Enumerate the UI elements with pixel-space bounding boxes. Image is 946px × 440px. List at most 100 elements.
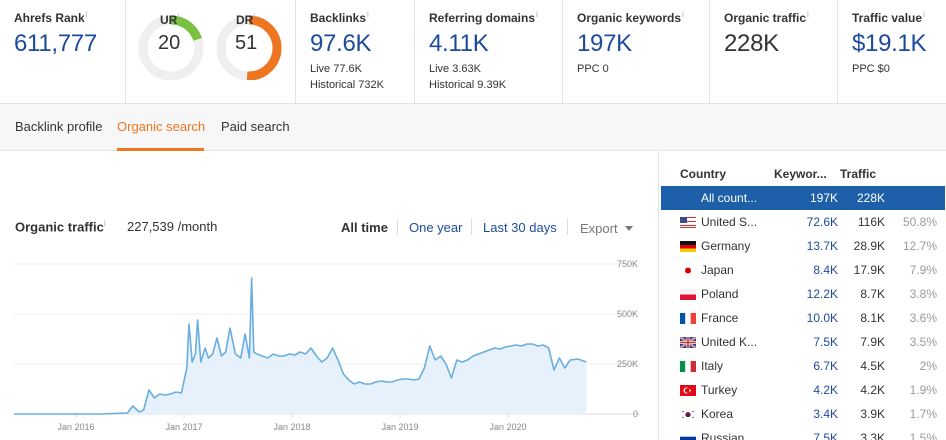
metric-label: Traffic value <box>852 11 923 25</box>
traffic-value-ppc: PPC $0 <box>852 63 890 75</box>
country-table: Country Keywor... Traffic All count... 19… <box>658 151 946 440</box>
header-keywords[interactable]: Keywor... <box>774 167 827 181</box>
country-name: Germany <box>701 239 751 253</box>
it-flag-icon <box>680 361 696 372</box>
metric-value[interactable]: 197K <box>577 30 632 57</box>
ur-gauge[interactable]: URi 20 <box>136 10 206 85</box>
metric-label: Backlinks <box>310 11 367 25</box>
x-tick-label: Jan 2019 <box>381 422 418 432</box>
range-divider <box>471 219 472 235</box>
country-row[interactable]: Russian 7.5K 3.3K 1.5% <box>661 426 945 440</box>
traffic-line[interactable] <box>14 277 587 415</box>
x-tick-label: Jan 2018 <box>273 422 310 432</box>
country-keywords: 197K <box>809 191 838 205</box>
ur-ring-chart <box>138 15 204 81</box>
country-traffic-share: 3.5% <box>909 335 937 349</box>
info-icon[interactable]: i <box>536 10 538 19</box>
info-icon[interactable]: i <box>682 10 684 19</box>
range-last-30-days[interactable]: Last 30 days <box>483 220 557 235</box>
country-row-selected[interactable]: All count... 197K 228K <box>661 186 945 210</box>
country-traffic: 4.5K <box>860 359 885 373</box>
country-traffic: 116K <box>857 215 885 229</box>
chevron-down-icon[interactable] <box>625 226 633 231</box>
metric-value[interactable]: 4.11K <box>429 30 489 57</box>
dr-ring-chart <box>216 15 282 81</box>
country-row[interactable]: Germany 13.7K 28.9K 12.7% <box>661 234 945 258</box>
country-row[interactable]: Turkey 4.2K 4.2K 1.9% <box>661 378 945 402</box>
header-traffic[interactable]: Traffic <box>840 167 877 181</box>
country-name: United S... <box>701 215 758 229</box>
country-row[interactable]: Poland 12.2K 8.7K 3.8% <box>661 282 945 306</box>
country-row[interactable]: Italy 6.7K 4.5K 2% <box>661 354 945 378</box>
metric-value: 228K <box>724 30 779 57</box>
country-keywords: 7.5K <box>813 335 838 349</box>
panel-title: Organic traffic <box>15 219 104 235</box>
active-tab-indicator <box>117 148 204 151</box>
country-traffic-share: 2% <box>919 359 937 373</box>
country-keywords: 12.2K <box>806 287 838 301</box>
info-icon[interactable]: i <box>177 12 180 21</box>
tab-backlink-profile[interactable]: Backlink profile <box>15 119 103 134</box>
country-name: France <box>701 311 739 325</box>
ur-value: 20 <box>158 32 181 54</box>
country-name: Italy <box>701 359 724 373</box>
tab-organic-search[interactable]: Organic search <box>117 119 206 134</box>
dr-gauge[interactable]: DRi 51 <box>214 10 284 85</box>
us-flag-icon <box>680 217 696 228</box>
country-row[interactable]: Japan 8.4K 17.9K 7.9% <box>661 258 945 282</box>
metric-value: 611,777 <box>14 30 97 57</box>
range-all-time[interactable]: All time <box>341 220 388 235</box>
country-traffic-share: 3.6% <box>909 311 937 325</box>
metric-value[interactable]: 97.6K <box>310 30 372 57</box>
range-one-year[interactable]: One year <box>409 220 463 235</box>
header-country[interactable]: Country <box>680 167 726 181</box>
country-traffic-share: 12.7% <box>902 239 937 253</box>
metric-referring-domains: Referring domainsi 4.11K Live 3.63K Hist… <box>415 0 563 104</box>
country-keywords: 6.7K <box>813 359 838 373</box>
country-name: All count... <box>701 191 758 205</box>
country-row[interactable]: France 10.0K 8.1K 3.6% <box>661 306 945 330</box>
country-row[interactable]: United K... 7.5K 7.9K 3.5% <box>661 330 945 354</box>
country-keywords: 8.4K <box>813 263 838 277</box>
backlinks-live: Live 77.6K <box>310 63 362 75</box>
range-divider <box>397 219 398 235</box>
export-button[interactable]: Export <box>580 221 618 236</box>
y-tick-label: 500K <box>617 309 638 319</box>
metric-label: Organic keywords <box>577 11 682 25</box>
y-tick-label: 0 <box>633 409 638 419</box>
fr-flag-icon <box>680 313 696 324</box>
dr-label: DR <box>236 13 254 27</box>
kr-flag-icon <box>680 409 696 420</box>
metric-organic-keywords: Organic keywordsi 197K PPC 0 <box>563 0 710 104</box>
tab-paid-search[interactable]: Paid search <box>221 119 290 134</box>
y-tick-label: 250K <box>617 359 638 369</box>
range-divider <box>567 219 568 235</box>
traffic-area <box>14 278 587 414</box>
metric-organic-traffic: Organic traffici 228K <box>710 0 838 104</box>
metric-label: Ahrefs Rank <box>14 11 85 25</box>
country-keywords: 3.4K <box>813 407 838 421</box>
country-traffic: 4.2K <box>860 383 885 397</box>
country-row[interactable]: United S... 72.6K 116K 50.8% <box>661 210 945 234</box>
gauge-fill <box>138 15 204 81</box>
info-icon[interactable]: i <box>103 219 106 228</box>
info-icon[interactable]: i <box>807 10 809 19</box>
organic-traffic-chart: 750K 500K 250K 0 Jan 2016 Jan 2017 Jan 2018 Jan… <box>14 259 640 432</box>
country-keywords: 10.0K <box>806 311 838 325</box>
info-icon[interactable]: i <box>253 12 256 21</box>
ur-label: UR <box>160 13 178 27</box>
info-icon[interactable]: i <box>923 10 925 19</box>
gb-flag-icon <box>679 336 697 349</box>
country-keywords: 13.7K <box>806 239 838 253</box>
x-tick-label: Jan 2016 <box>57 422 94 432</box>
x-tick-label: Jan 2020 <box>489 422 526 432</box>
info-icon[interactable]: i <box>85 10 88 19</box>
info-icon[interactable]: i <box>367 10 369 19</box>
x-tick-label: Jan 2017 <box>165 422 202 432</box>
referring-historical: Historical 9.39K <box>429 79 507 91</box>
country-row[interactable]: Korea 3.4K 3.9K 1.7% <box>661 402 945 426</box>
country-traffic: 3.9K <box>860 407 885 421</box>
y-tick-label: 750K <box>617 259 638 269</box>
country-traffic-share: 7.9% <box>909 263 937 277</box>
